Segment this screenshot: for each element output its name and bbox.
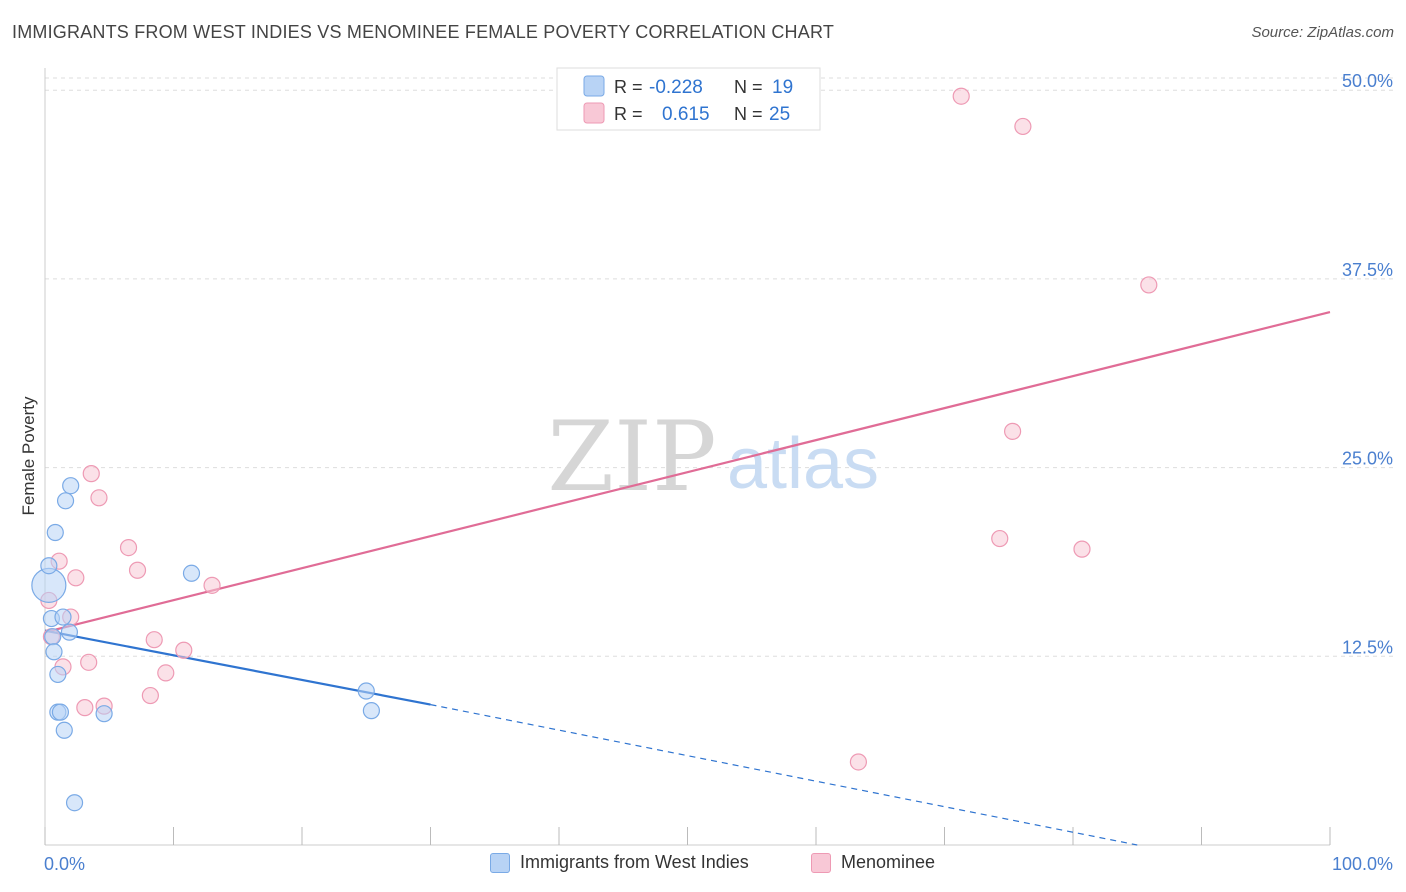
data-point-menominee — [141, 686, 159, 705]
trend-lines — [44, 311, 1331, 846]
data-point-menominee — [90, 489, 108, 507]
data-point-west-indies — [182, 564, 201, 582]
legend-r-value: -0.228 — [649, 77, 703, 98]
watermark-zip: ZIP — [547, 401, 716, 513]
data-point-menominee — [991, 529, 1009, 548]
data-point-menominee — [157, 664, 175, 682]
data-points — [31, 87, 1158, 812]
data-point-menominee — [76, 699, 94, 717]
data-point-menominee — [67, 569, 85, 587]
grid-lines — [45, 77, 1395, 657]
y-tick-labels: 12.5% 25.0% 37.5% 50.0% — [1342, 71, 1393, 657]
trend-line-west-indies-extension — [430, 704, 1138, 846]
watermark: ZIP atlas — [547, 401, 879, 513]
data-point-menominee — [119, 539, 138, 557]
data-point-menominee — [849, 753, 868, 771]
y-tick-label: 50.0% — [1342, 71, 1393, 91]
y-axis-label: Female Poverty — [19, 396, 38, 516]
data-point-west-indies — [51, 703, 70, 721]
data-point-west-indies — [44, 628, 62, 646]
legend-n-value: 25 — [769, 104, 790, 125]
chart-title: IMMIGRANTS FROM WEST INDIES VS MENOMINEE… — [12, 22, 835, 42]
legend-label: Menominee — [841, 852, 936, 872]
x-tick-label: 100.0% — [1332, 854, 1393, 874]
y-tick-label: 37.5% — [1342, 260, 1393, 280]
watermark-atlas: atlas — [727, 424, 879, 504]
legend-r-label: R = — [614, 77, 643, 97]
y-tick-label: 25.0% — [1342, 449, 1393, 469]
data-point-west-indies — [65, 794, 84, 812]
data-point-menominee — [80, 653, 98, 671]
legend-swatch-pink — [583, 102, 605, 124]
data-point-west-indies — [40, 557, 58, 575]
data-point-west-indies — [362, 702, 380, 720]
legend-r-value: 0.615 — [662, 104, 710, 125]
legend-swatch-blue — [490, 852, 510, 873]
data-point-west-indies — [56, 492, 75, 510]
x-tick-label: 0.0% — [44, 854, 85, 874]
axes — [44, 68, 1331, 846]
legend-n-value: 19 — [772, 77, 793, 98]
data-point-west-indies — [46, 523, 64, 542]
data-point-west-indies — [357, 682, 375, 700]
data-point-menominee — [203, 576, 221, 594]
data-point-west-indies — [54, 608, 72, 626]
data-point-west-indies — [49, 665, 67, 684]
legend-bottom: Immigrants from West Indies Menominee — [0, 852, 1406, 876]
legend-swatch-blue — [583, 75, 605, 97]
legend-n-label: N = — [734, 77, 763, 97]
data-point-menominee — [145, 631, 163, 649]
data-point-west-indies — [60, 623, 79, 641]
legend-r-label: R = — [614, 104, 643, 124]
data-point-menominee — [82, 465, 100, 483]
data-point-west-indies — [55, 721, 73, 739]
legend-item-west-indies[interactable]: Immigrants from West Indies — [490, 852, 749, 873]
source-label: Source: ZipAtlas.com — [1251, 24, 1394, 41]
data-point-menominee — [128, 561, 147, 579]
legend-n-label: N = — [734, 104, 763, 124]
legend-swatch-pink — [811, 852, 831, 873]
data-point-menominee — [175, 641, 193, 659]
y-tick-label: 12.5% — [1342, 637, 1393, 657]
trend-line-menominee — [44, 311, 1331, 634]
data-point-menominee — [1073, 540, 1091, 558]
data-point-west-indies — [95, 705, 113, 723]
data-point-west-indies — [45, 643, 63, 661]
legend-item-menominee[interactable]: Menominee — [811, 852, 935, 873]
data-point-menominee — [952, 87, 970, 105]
data-point-menominee — [1004, 422, 1022, 440]
legend-label: Immigrants from West Indies — [520, 852, 749, 872]
x-tick-labels: 0.0% 100.0% — [44, 854, 1393, 874]
legend-top: R = -0.228 N = 19 R = 0.615 N = 25 — [556, 67, 821, 131]
data-point-menominee — [1140, 276, 1158, 294]
data-point-menominee — [1014, 117, 1032, 136]
data-point-west-indies — [62, 477, 80, 495]
